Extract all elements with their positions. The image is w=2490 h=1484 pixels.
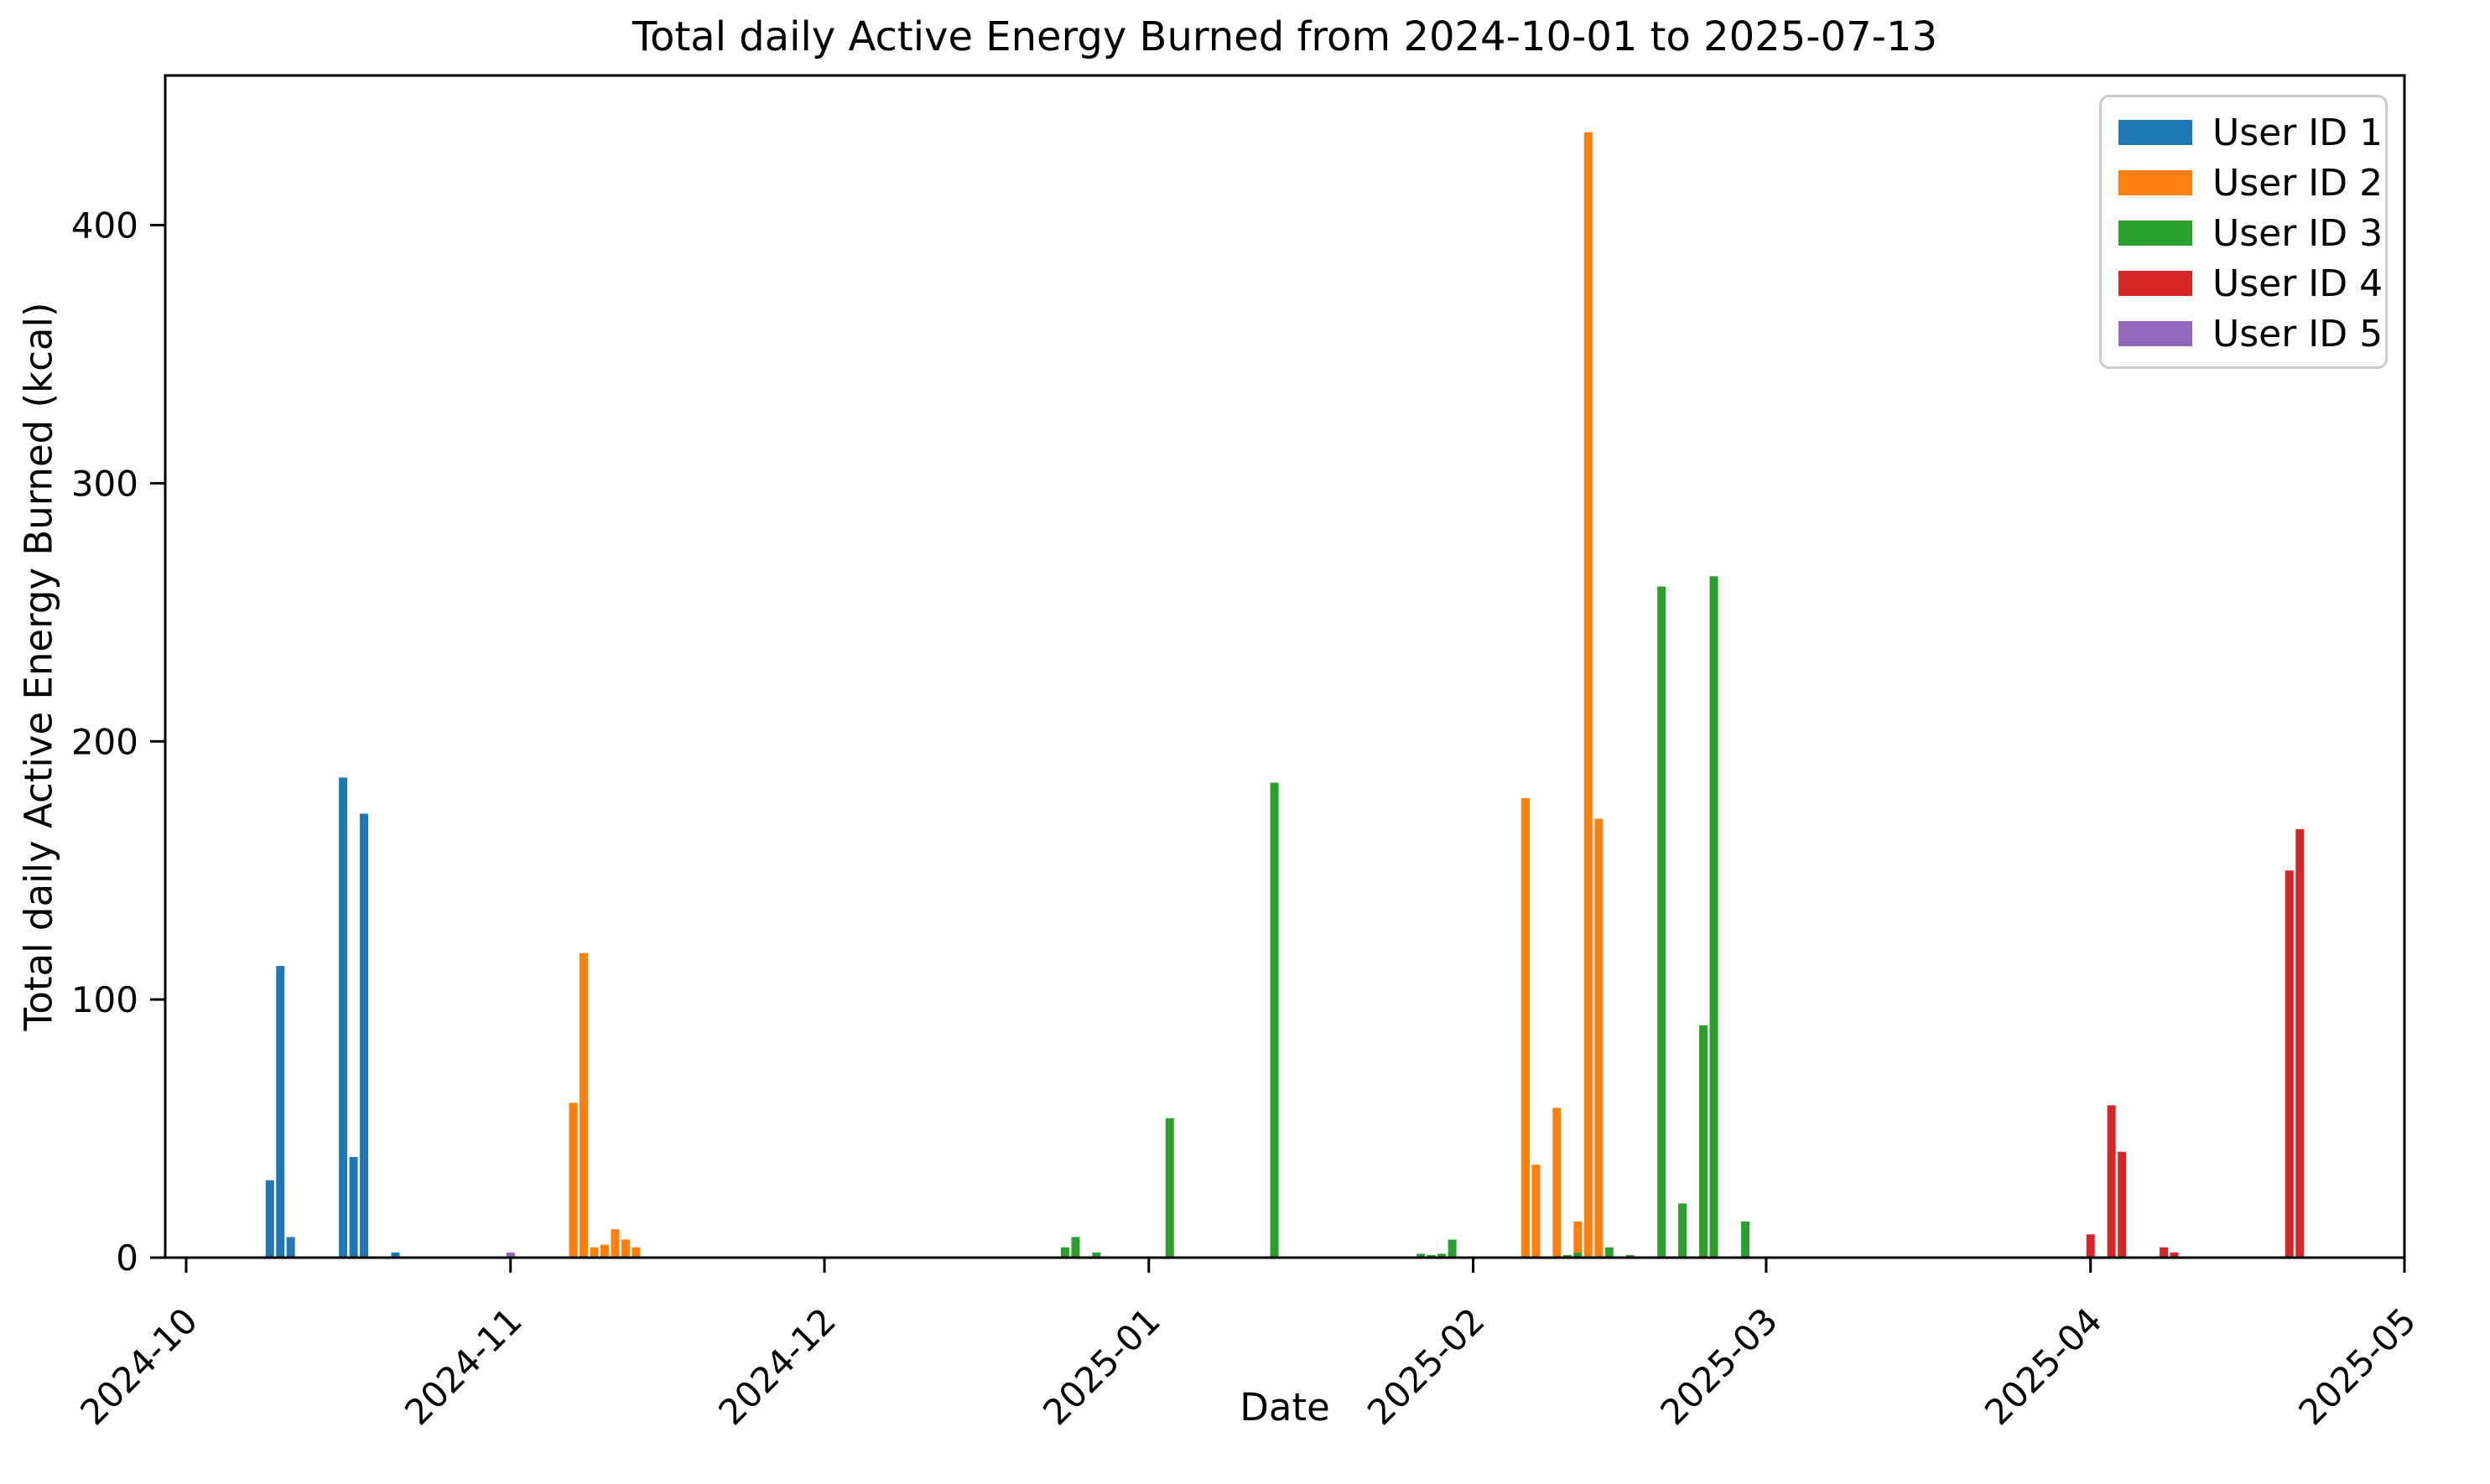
bar — [1573, 1252, 1583, 1258]
bar — [1417, 1253, 1426, 1258]
legend: User ID 1 User ID 2 User ID 3 User ID 4 User… — [2099, 95, 2388, 369]
bar — [1165, 1118, 1174, 1258]
bar — [1604, 1247, 1614, 1258]
legend-entry: User ID 5 — [2118, 309, 2385, 359]
legend-entry-label: User ID 3 — [2212, 211, 2383, 255]
bar — [360, 813, 369, 1258]
bar — [1678, 1203, 1687, 1258]
bar — [339, 777, 348, 1258]
bar — [506, 1252, 515, 1258]
bar — [1594, 818, 1604, 1258]
bar — [1573, 1221, 1583, 1258]
bar — [1625, 1254, 1635, 1258]
bar — [611, 1229, 620, 1258]
bar — [590, 1247, 599, 1258]
bar — [1092, 1252, 1101, 1258]
bar — [1521, 798, 1530, 1258]
bar — [2285, 870, 2294, 1258]
legend-entry: User ID 2 — [2118, 158, 2385, 208]
y-tick-label: 400 — [71, 205, 138, 246]
bar — [1699, 1025, 1708, 1258]
legend-color-swatch-icon — [2118, 321, 2192, 346]
legend-entry-label: User ID 1 — [2212, 111, 2383, 154]
bar — [1060, 1247, 1069, 1258]
bar — [621, 1239, 630, 1258]
bar — [1531, 1165, 1541, 1258]
bar — [1071, 1237, 1080, 1258]
bar — [286, 1237, 295, 1258]
bar — [391, 1252, 400, 1258]
legend-entry-label: User ID 5 — [2212, 312, 2383, 355]
legend-entry: User ID 1 — [2118, 107, 2385, 158]
bar — [632, 1247, 641, 1258]
bar — [1552, 1108, 1562, 1258]
bar — [265, 1180, 274, 1258]
bar — [2107, 1105, 2116, 1258]
x-axis-label: Date — [1240, 1385, 1330, 1430]
y-tick-label: 0 — [116, 1238, 138, 1279]
bar — [2086, 1234, 2095, 1258]
bar — [569, 1103, 578, 1258]
legend-color-swatch-icon — [2118, 170, 2192, 195]
bar — [1448, 1239, 1457, 1258]
legend-color-swatch-icon — [2118, 271, 2192, 296]
y-tick-label: 100 — [71, 979, 138, 1020]
chart-title: Total daily Active Energy Burned from 20… — [632, 13, 1938, 60]
bar — [600, 1244, 610, 1258]
bar — [1583, 132, 1593, 1258]
bar — [2170, 1252, 2179, 1258]
bar — [276, 966, 285, 1258]
bar — [1740, 1221, 1749, 1258]
bar — [2295, 828, 2305, 1258]
bar — [1709, 576, 1718, 1258]
legend-color-swatch-icon — [2118, 221, 2192, 246]
y-tick-label: 300 — [71, 463, 138, 504]
bar — [1427, 1254, 1436, 1258]
legend-entry: User ID 3 — [2118, 208, 2385, 258]
bar — [2118, 1151, 2127, 1258]
bar — [2160, 1247, 2169, 1258]
legend-entry-label: User ID 2 — [2212, 161, 2383, 205]
bar — [1437, 1253, 1447, 1258]
bar — [1562, 1254, 1572, 1258]
legend-color-swatch-icon — [2118, 120, 2192, 145]
y-tick-label: 200 — [71, 721, 138, 762]
legend-entry-label: User ID 4 — [2212, 262, 2383, 305]
legend-entry: User ID 4 — [2118, 258, 2385, 309]
bar — [1657, 586, 1666, 1258]
bar — [580, 952, 589, 1258]
bar — [349, 1156, 358, 1258]
bar — [1270, 782, 1279, 1258]
